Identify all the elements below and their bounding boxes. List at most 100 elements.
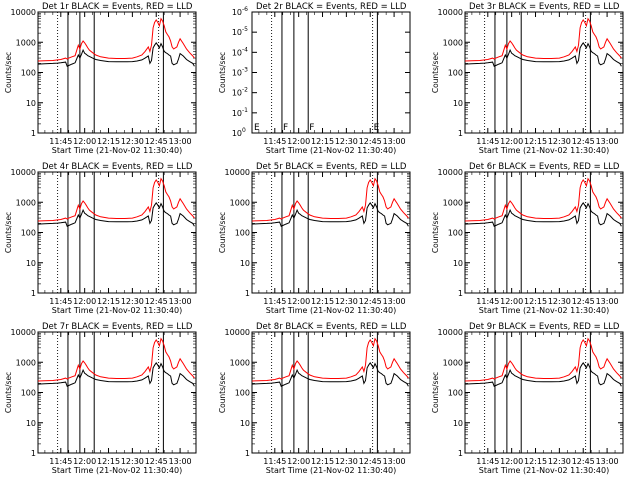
series-events-line bbox=[37, 362, 195, 387]
x-axis-label: Start Time (21-Nov-02 11:30:40) bbox=[52, 306, 182, 315]
plot-frame bbox=[464, 331, 624, 454]
x-tick-label: 12:30 bbox=[335, 297, 358, 306]
plot-frame bbox=[464, 171, 624, 294]
x-tick-label: 12:45 bbox=[145, 297, 168, 306]
x-tick-label: 12:30 bbox=[335, 137, 358, 146]
x-tick-label: 13:00 bbox=[383, 457, 406, 466]
y-axis-label: Counts/sec bbox=[218, 52, 227, 93]
series-lld-line bbox=[464, 17, 622, 62]
y-tick-exponent: -1 bbox=[242, 107, 248, 114]
x-tick-label: 11:45 bbox=[476, 297, 499, 306]
series-events-line bbox=[251, 362, 409, 387]
chart-panel-4: Det 4r BLACK = Events, RED = LLD 1 10 100 10… bbox=[4, 162, 197, 315]
y-tick-label: 10 bbox=[232, 89, 242, 98]
x-tick-label: 12:00 bbox=[287, 297, 310, 306]
x-tick-label: 12:45 bbox=[145, 457, 168, 466]
x-tick-label: 13:00 bbox=[596, 137, 619, 146]
y-tick-label: 1 bbox=[458, 449, 463, 458]
x-tick-label: 12:15 bbox=[97, 457, 120, 466]
x-tick-label: 13:00 bbox=[169, 137, 192, 146]
x-tick-label: 11:45 bbox=[49, 457, 72, 466]
chart-panel-7: Det 7r BLACK = Events, RED = LLD 1 10 100 10… bbox=[4, 322, 197, 475]
y-tick-label: 1000 bbox=[443, 198, 463, 207]
y-tick-exponent: 0 bbox=[242, 127, 246, 134]
y-tick-exponent: -2 bbox=[242, 87, 248, 94]
series-events-line bbox=[37, 42, 195, 67]
y-tick-label: 10000 bbox=[225, 168, 250, 177]
event-marker-label: F bbox=[283, 123, 288, 133]
plot-frame bbox=[37, 11, 197, 134]
series-events-line bbox=[37, 202, 195, 227]
y-axis-label: Counts/sec bbox=[218, 212, 227, 253]
y-tick-label: 10 bbox=[453, 259, 463, 268]
y-tick-label: 1000 bbox=[230, 198, 250, 207]
x-tick-label: 13:00 bbox=[169, 457, 192, 466]
y-tick-label: 10000 bbox=[11, 328, 36, 337]
y-tick-label: 10 bbox=[232, 129, 242, 138]
x-axis-label: Start Time (21-Nov-02 11:30:40) bbox=[266, 466, 396, 475]
y-tick-label: 100 bbox=[21, 69, 36, 78]
x-tick-label: 12:00 bbox=[287, 457, 310, 466]
plot-frame bbox=[251, 11, 411, 134]
x-tick-label: 12:15 bbox=[524, 137, 547, 146]
y-tick-label: 100 bbox=[21, 229, 36, 238]
x-tick-label: 12:45 bbox=[359, 457, 382, 466]
y-tick-label: 10000 bbox=[438, 168, 463, 177]
y-tick-label: 10000 bbox=[438, 328, 463, 337]
panel-title: Det 1r BLACK = Events, RED = LLD bbox=[42, 2, 193, 12]
y-tick-label: 1 bbox=[458, 289, 463, 298]
x-tick-label: 12:30 bbox=[548, 297, 571, 306]
panel-title: Det 4r BLACK = Events, RED = LLD bbox=[42, 162, 193, 172]
y-tick-label: 100 bbox=[448, 69, 463, 78]
plot-frame bbox=[464, 11, 624, 134]
plot-frame bbox=[37, 331, 197, 454]
y-tick-label: 1000 bbox=[230, 358, 250, 367]
x-tick-label: 12:45 bbox=[359, 137, 382, 146]
series-lld-line bbox=[251, 337, 409, 382]
series-lld-line bbox=[251, 177, 409, 222]
x-tick-label: 11:45 bbox=[263, 137, 286, 146]
x-tick-label: 12:15 bbox=[311, 457, 334, 466]
series-events-line bbox=[464, 42, 622, 67]
x-tick-label: 11:45 bbox=[49, 137, 72, 146]
panel-title: Det 5r BLACK = Events, RED = LLD bbox=[256, 162, 407, 172]
x-tick-label: 11:45 bbox=[476, 137, 499, 146]
y-tick-label: 1 bbox=[245, 289, 250, 298]
x-tick-label: 12:45 bbox=[572, 137, 595, 146]
x-tick-label: 12:30 bbox=[335, 457, 358, 466]
chart-panel-8: Det 8r BLACK = Events, RED = LLD 1 10 100 10… bbox=[218, 322, 411, 475]
x-axis-label: Start Time (21-Nov-02 11:30:40) bbox=[52, 466, 182, 475]
y-axis-label: Counts/sec bbox=[431, 212, 440, 253]
chart-panel-9: Det 9r BLACK = Events, RED = LLD 1 10 100 10… bbox=[431, 322, 624, 475]
event-marker-label: E bbox=[374, 123, 380, 133]
x-tick-label: 12:00 bbox=[73, 457, 96, 466]
x-tick-label: 12:30 bbox=[548, 457, 571, 466]
x-tick-label: 12:15 bbox=[524, 457, 547, 466]
y-tick-label: 10 bbox=[453, 99, 463, 108]
y-tick-label: 1000 bbox=[16, 358, 36, 367]
y-tick-label: 10 bbox=[232, 109, 242, 118]
x-tick-label: 12:00 bbox=[287, 137, 310, 146]
x-tick-label: 12:00 bbox=[73, 137, 96, 146]
y-tick-label: 10 bbox=[232, 48, 242, 57]
x-tick-label: 13:00 bbox=[596, 457, 619, 466]
y-tick-label: 1 bbox=[31, 129, 36, 138]
event-marker-label: F bbox=[309, 123, 314, 133]
y-tick-label: 1 bbox=[458, 129, 463, 138]
panel-title: Det 6r BLACK = Events, RED = LLD bbox=[469, 162, 620, 172]
y-tick-label: 10000 bbox=[11, 8, 36, 17]
y-axis-label: Counts/sec bbox=[431, 372, 440, 413]
chart-panel-6: Det 6r BLACK = Events, RED = LLD 1 10 100 10… bbox=[431, 162, 624, 315]
x-tick-label: 12:15 bbox=[311, 297, 334, 306]
y-tick-exponent: -5 bbox=[242, 26, 248, 33]
x-tick-label: 12:30 bbox=[121, 457, 144, 466]
y-tick-label: 10 bbox=[26, 419, 36, 428]
y-tick-label: 10 bbox=[453, 419, 463, 428]
x-tick-label: 13:00 bbox=[596, 297, 619, 306]
chart-panel-3: Det 3r BLACK = Events, RED = LLD 1 10 100 10… bbox=[431, 2, 624, 155]
x-tick-label: 13:00 bbox=[383, 297, 406, 306]
panel-title: Det 2r BLACK = Events, RED = LLD bbox=[256, 2, 407, 12]
x-axis-label: Start Time (21-Nov-02 11:30:40) bbox=[52, 146, 182, 155]
y-tick-exponent: -4 bbox=[242, 46, 248, 53]
plot-frame bbox=[251, 171, 411, 294]
